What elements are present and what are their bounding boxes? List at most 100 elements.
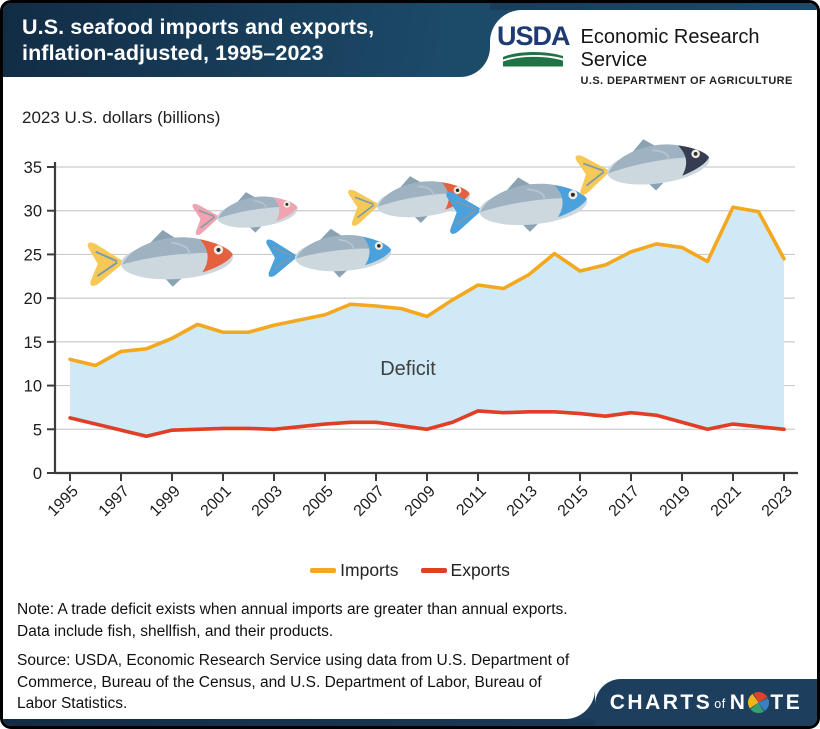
fish-body (120, 240, 233, 280)
fish-body (294, 238, 392, 272)
source-line-3: Labor Statistics. (17, 695, 128, 712)
chart-legend: Imports Exports (3, 560, 817, 581)
fish-pink-small (192, 192, 298, 236)
fish-tail-stripe (354, 196, 375, 219)
fish-lower-fin (411, 212, 431, 224)
fish-head (441, 182, 470, 210)
fish-eye (568, 190, 578, 200)
fish-pupil (693, 151, 698, 156)
fish-pupil (216, 247, 221, 252)
fish-lower-fin (519, 219, 542, 232)
fish-tail-stripe (272, 246, 293, 270)
fish-body-top (608, 144, 709, 174)
fish-dark-head-large (575, 139, 710, 195)
fish-eye (283, 201, 291, 208)
y-tick-label-20: 20 (24, 290, 42, 308)
source-line-1: Source: USDA, Economic Research Service … (17, 652, 570, 669)
title-banner: U.S. seafood imports and exports, inflat… (3, 3, 490, 77)
fish-body-detail (338, 238, 355, 251)
fish-head (554, 185, 587, 218)
fish-body-detail (252, 200, 267, 209)
source-text: Source: USDA, Economic Research Service … (17, 650, 637, 715)
fish-pupil (285, 202, 289, 206)
banner-curve-fillet (490, 10, 522, 42)
exports-line-swatch (420, 568, 447, 573)
y-tick-label-10: 10 (24, 378, 42, 396)
fish-dorsal-fin (506, 177, 534, 191)
deficit-area-label: Deficit (380, 358, 436, 380)
fish-eye (453, 186, 462, 195)
fish-pupil (377, 244, 381, 248)
org-subtitle: U.S. DEPARTMENT OF AGRICULTURE (580, 75, 793, 87)
brand-of: of (714, 697, 726, 711)
pie-chart-icon (748, 692, 770, 713)
badge-curve-fillet (565, 689, 595, 719)
source-line-2: Commerce, Bureau of the Census, and U.S.… (17, 673, 542, 691)
x-tick-label-2019: 2019 (657, 483, 694, 520)
fish-body-top (218, 196, 297, 219)
charts-of-note-wordmark: CHARTS of N TE (610, 691, 802, 715)
brand-charts: CHARTS (609, 690, 713, 714)
imports-line-swatch (310, 568, 337, 573)
y-tick-label-30: 30 (24, 203, 42, 221)
x-tick-label-2015: 2015 (555, 483, 592, 520)
fish-pupil (455, 188, 460, 193)
fish-eye (213, 245, 224, 255)
fish-body-top (296, 234, 391, 259)
fish-lower-fin (645, 178, 667, 191)
fish-body-detail (417, 185, 434, 196)
y-tick-label-35: 35 (24, 159, 42, 177)
fish-head (200, 239, 233, 273)
y-tick-label-0: 0 (33, 465, 42, 483)
note-text: Note: A trade deficit exists when annual… (17, 599, 637, 642)
charts-of-note-badge: CHARTS of N TE (595, 679, 817, 726)
fish-dorsal-fin (150, 229, 179, 244)
exports-line (68, 409, 786, 439)
fish-head (273, 197, 298, 222)
x-tick-label-2023: 2023 (759, 483, 796, 520)
fish-blue-large (446, 177, 588, 234)
fish-tail (348, 189, 380, 226)
usda-wordmark: USDA (497, 21, 571, 51)
fish-tail (266, 239, 298, 277)
fish-body-detail (651, 149, 670, 161)
legend-label-exports: Exports (450, 560, 510, 580)
title-line-2: inflation-adjusted, 1995–2023 (22, 41, 324, 65)
note-line-1: Note: A trade deficit exists when annual… (17, 601, 568, 618)
fish-tail-stripe (95, 250, 118, 277)
fish-blue-medium (266, 228, 392, 278)
x-tick-label-2009: 2009 (402, 483, 439, 520)
fish-lower-fin (247, 223, 264, 233)
fish-tail-stripe (582, 162, 605, 187)
y-tick-label-25: 25 (24, 246, 42, 264)
x-tick-label-2001: 2001 (198, 483, 235, 520)
x-tick-label-2005: 2005 (300, 483, 337, 520)
y-tick-label-15: 15 (24, 334, 42, 352)
fish-body (217, 198, 298, 228)
fish-lower-fin (330, 267, 351, 278)
fish-yellow-tail-orange-head-medium (348, 176, 470, 226)
legend-label-imports: Imports (340, 560, 399, 580)
x-tick-label-2011: 2011 (453, 483, 489, 519)
note-line-2: Data include fish, shellfish, and their … (17, 622, 334, 640)
fish-eye (691, 149, 700, 159)
fish-dorsal-fin (237, 192, 258, 203)
x-tick-label-2007: 2007 (351, 483, 388, 520)
x-tick-label-2017: 2017 (606, 483, 643, 520)
fish-head (678, 145, 710, 176)
title-line-1: U.S. seafood imports and exports, (22, 15, 375, 39)
fish-eye (374, 241, 383, 250)
usda-swoosh-icon (503, 51, 564, 67)
page-title: U.S. seafood imports and exports, inflat… (22, 14, 490, 66)
y-axis-unit-label: 2023 U.S. dollars (billions) (22, 108, 221, 127)
fish-dorsal-fin (320, 228, 345, 240)
x-tick-label-1997: 1997 (96, 483, 133, 520)
fish-tail (87, 242, 125, 286)
bottom-navy-strip (3, 719, 817, 726)
x-tick-label-2021: 2021 (708, 483, 745, 520)
fish-tail (192, 203, 220, 236)
fish-lower-fin (162, 274, 186, 287)
x-tick-label-1999: 1999 (147, 483, 184, 520)
deficit-area-fill (70, 207, 784, 437)
